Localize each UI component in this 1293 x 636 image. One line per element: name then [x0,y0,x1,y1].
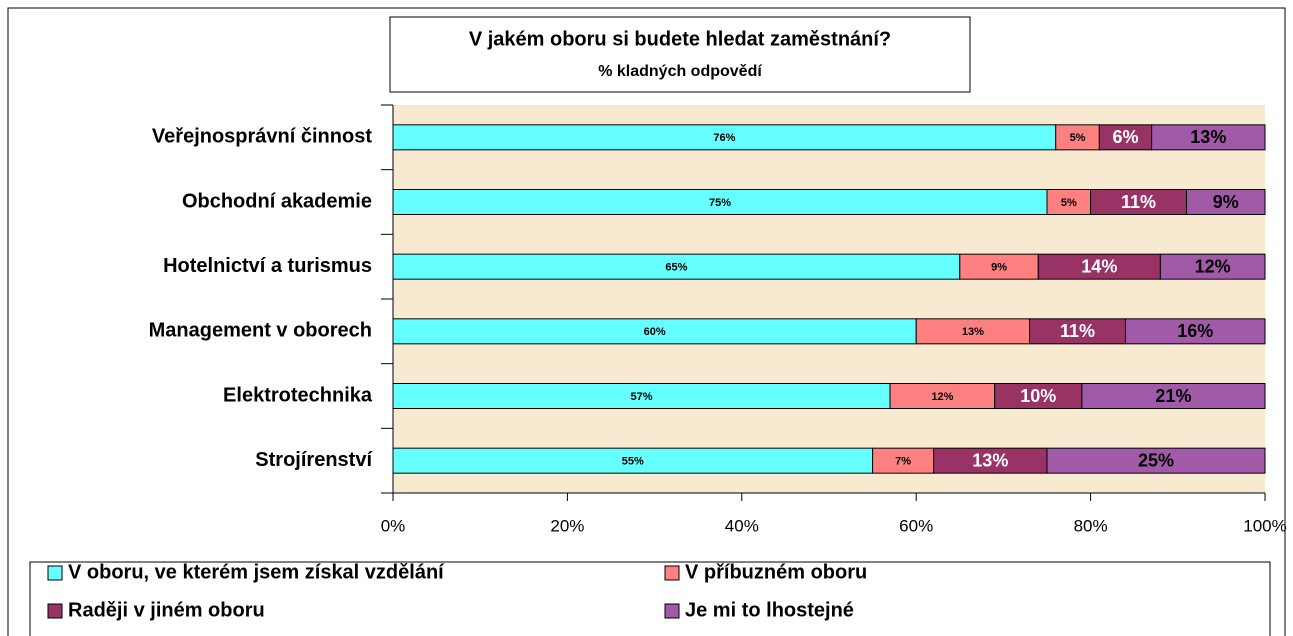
y-tick-label: Strojírenství [255,449,373,471]
data-label: 13% [972,450,1008,470]
y-tick-label: Elektrotechnika [223,384,373,406]
bar-segment [1046,189,1092,215]
data-label: 55% [622,456,644,468]
legend-label: V oboru, ve kterém jsem získal vzdělání [68,561,445,583]
data-label: 65% [665,262,687,274]
bar-segment [1055,124,1100,151]
bar-segment [392,318,917,345]
data-label: 13% [962,326,984,338]
data-label: 10% [1020,386,1056,406]
bar-segment [872,447,935,474]
bar-segment [1151,124,1266,151]
legend-swatch [664,565,680,581]
data-label: 7% [895,456,911,468]
bar-segment [392,124,1057,151]
data-label: 60% [644,326,666,338]
bar-segment [1159,253,1266,280]
data-label: 12% [931,391,953,403]
plot-area [393,105,1265,493]
data-label: 14% [1081,256,1117,276]
data-label: 76% [713,132,735,144]
y-tick-label: Management v oborech [149,320,372,342]
bar-segment [392,447,874,474]
chart-subtitle: % kladných odpovědí [598,63,762,80]
data-label: 5% [1070,132,1086,144]
x-tick-label: 80% [1074,516,1108,535]
bar-segment [392,383,891,409]
legend-label: Raději v jiném oboru [68,599,265,621]
legend-swatch [47,603,63,619]
bar-segment [1046,447,1266,474]
y-tick-label: Obchodní akademie [182,190,372,212]
bar-segment [392,253,961,280]
x-tick-label: 100% [1243,516,1286,535]
bar-segment [1081,383,1266,409]
data-label: 75% [709,197,731,209]
bar-segment [1124,318,1266,345]
bar-segment [1029,318,1126,345]
data-label: 16% [1177,321,1213,341]
legend-swatch [47,565,63,581]
bar-segment [933,447,1048,474]
data-label: 57% [631,391,653,403]
data-label: 12% [1195,256,1231,276]
x-tick-label: 60% [899,516,933,535]
title-box [389,16,971,93]
data-label: 11% [1060,321,1095,341]
data-label: 6% [1112,127,1138,147]
data-label: 5% [1061,197,1077,209]
bar-segment [1090,189,1188,215]
data-label: 9% [1213,192,1239,212]
data-label: 11% [1121,192,1156,212]
data-label: 13% [1190,127,1226,147]
data-label: 25% [1138,450,1174,470]
x-tick-label: 0% [381,516,406,535]
data-label: 21% [1155,386,1191,406]
legend-box [29,561,1271,636]
legend-label: Je mi to lhostejné [685,599,854,621]
data-label: 9% [991,262,1007,274]
bar-segment [959,253,1039,280]
y-tick-label: Hotelnictví a turismus [163,255,372,277]
bar-segment [392,189,1048,215]
bar-segment [1037,253,1161,280]
chart-title: V jakém oboru si budete hledat zaměstnán… [469,28,891,50]
bar-segment [1098,124,1153,151]
x-tick-label: 40% [725,516,759,535]
bar-segment [1186,189,1266,215]
bar-segment [915,318,1031,345]
legend-swatch [664,603,680,619]
legend-label: V příbuzném oboru [685,561,867,583]
x-tick-label: 20% [550,516,584,535]
y-tick-label: Veřejnosprávní činnost [152,126,372,148]
